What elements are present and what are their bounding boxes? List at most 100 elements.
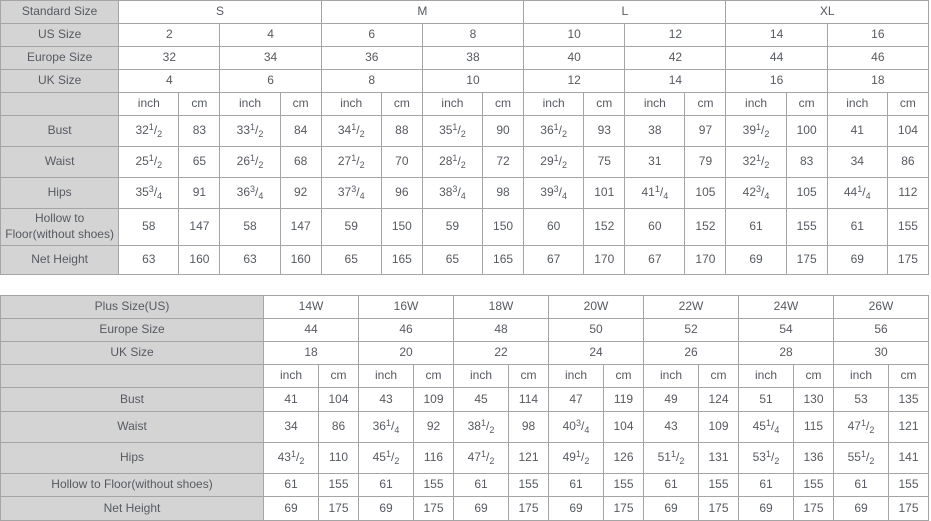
value-cell: 65 bbox=[178, 146, 221, 178]
value-cell: 361/2 bbox=[523, 115, 585, 147]
table-row: UK Size 18 20 22 24 26 28 30 bbox=[0, 341, 929, 365]
table-row: Waist 34 86 361/4 92 381/2 98 403/4 104 43 109 451/… bbox=[0, 411, 929, 443]
size-group-header: M bbox=[320, 0, 525, 24]
value-cell: 441/4 bbox=[826, 177, 888, 209]
value-cell: 90 bbox=[481, 115, 525, 147]
value-cell: 423/4 bbox=[725, 177, 787, 209]
size-group-header: 52 bbox=[643, 318, 739, 342]
value-cell: 531/2 bbox=[738, 442, 794, 474]
unit-header: inch bbox=[523, 92, 585, 116]
size-group-header: 44 bbox=[725, 46, 828, 70]
size-group-header: 32 bbox=[118, 46, 221, 70]
size-group-header: 24 bbox=[548, 341, 644, 365]
row-label bbox=[0, 92, 120, 116]
table-row: Bust 321/2 83 331/2 84 341/2 88 351/2 90 361/2 93 3… bbox=[0, 115, 930, 147]
value-cell: 155 bbox=[886, 208, 930, 246]
size-group-header: 4 bbox=[219, 23, 322, 47]
value-cell: 92 bbox=[279, 177, 322, 209]
value-cell: 175 bbox=[508, 496, 549, 521]
value-cell: 363/4 bbox=[219, 177, 281, 209]
value-cell: 431/2 bbox=[263, 442, 319, 474]
table-row: US Size 2 4 6 8 10 12 14 16 bbox=[0, 23, 930, 47]
value-cell: 86 bbox=[886, 146, 930, 178]
value-cell: 411/4 bbox=[624, 177, 686, 209]
row-label: Net Height bbox=[0, 496, 264, 521]
value-cell: 61 bbox=[263, 473, 319, 497]
row-label: Hollow to Floor(without shoes) bbox=[0, 473, 264, 497]
value-cell: 141 bbox=[888, 442, 929, 474]
value-cell: 69 bbox=[738, 496, 794, 521]
row-label: Waist bbox=[0, 146, 120, 178]
size-group-header: 10 bbox=[523, 23, 626, 47]
value-cell: 124 bbox=[698, 387, 739, 412]
size-group-header: 6 bbox=[219, 69, 322, 93]
value-cell: 112 bbox=[886, 177, 930, 209]
row-label: Hollow to Floor(without shoes) bbox=[0, 208, 120, 246]
unit-header: inch bbox=[219, 92, 281, 116]
value-cell: 150 bbox=[481, 208, 525, 246]
value-cell: 393/4 bbox=[523, 177, 585, 209]
value-cell: 105 bbox=[684, 177, 727, 209]
value-cell: 61 bbox=[548, 473, 604, 497]
size-group-header: 28 bbox=[738, 341, 834, 365]
unit-header: cm bbox=[318, 364, 359, 388]
table-row: Bust 41 104 43 109 45 114 47 119 49 124 51 130 53 135 bbox=[0, 387, 929, 412]
value-cell: 58 bbox=[219, 208, 281, 246]
table-row: Hips 353/4 91 363/4 92 373/4 96 383/4 98 393/4 101… bbox=[0, 177, 930, 209]
value-cell: 61 bbox=[826, 208, 888, 246]
value-cell: 175 bbox=[413, 496, 454, 521]
unit-header: inch bbox=[738, 364, 794, 388]
row-label: Hips bbox=[0, 177, 120, 209]
table-row: inch cm inch cm inch cm inch cm inch cm inch cm inch… bbox=[0, 92, 930, 116]
value-cell: 351/2 bbox=[421, 115, 484, 147]
value-cell: 34 bbox=[826, 146, 888, 178]
size-group-header: 18W bbox=[453, 295, 549, 319]
size-group-header: 54 bbox=[738, 318, 834, 342]
table-row: Plus Size(US) 14W 16W 18W 20W 22W 24W 26W bbox=[0, 295, 929, 319]
value-cell: 155 bbox=[603, 473, 644, 497]
value-cell: 251/2 bbox=[118, 146, 180, 178]
value-cell: 65 bbox=[421, 245, 484, 275]
value-cell: 119 bbox=[603, 387, 644, 412]
size-group-header: 48 bbox=[453, 318, 549, 342]
value-cell: 59 bbox=[421, 208, 484, 246]
unit-header: inch bbox=[624, 92, 686, 116]
value-cell: 109 bbox=[698, 411, 739, 443]
value-cell: 100 bbox=[785, 115, 828, 147]
value-cell: 75 bbox=[583, 146, 626, 178]
size-group-header: 46 bbox=[826, 46, 930, 70]
value-cell: 72 bbox=[481, 146, 525, 178]
value-cell: 61 bbox=[643, 473, 699, 497]
value-cell: 105 bbox=[785, 177, 828, 209]
value-cell: 471/2 bbox=[453, 442, 509, 474]
value-cell: 83 bbox=[178, 115, 221, 147]
size-group-header: L bbox=[523, 0, 727, 24]
value-cell: 271/2 bbox=[320, 146, 382, 178]
value-cell: 471/2 bbox=[833, 411, 889, 443]
row-label bbox=[0, 364, 264, 388]
size-group-header: 26W bbox=[833, 295, 929, 319]
unit-header: cm bbox=[888, 364, 929, 388]
size-group-header: 26 bbox=[643, 341, 739, 365]
value-cell: 104 bbox=[886, 115, 930, 147]
table-row: Hollow to Floor(without shoes) 58 147 58 147… bbox=[0, 208, 930, 246]
value-cell: 69 bbox=[358, 496, 414, 521]
value-cell: 175 bbox=[603, 496, 644, 521]
unit-header: inch bbox=[826, 92, 888, 116]
table-row: Europe Size 44 46 48 50 52 54 56 bbox=[0, 318, 929, 342]
value-cell: 165 bbox=[380, 245, 423, 275]
value-cell: 69 bbox=[643, 496, 699, 521]
value-cell: 116 bbox=[413, 442, 454, 474]
size-group-header: 30 bbox=[833, 341, 929, 365]
value-cell: 69 bbox=[725, 245, 787, 275]
size-group-header: 34 bbox=[219, 46, 322, 70]
value-cell: 65 bbox=[320, 245, 382, 275]
unit-header: cm bbox=[603, 364, 644, 388]
value-cell: 391/2 bbox=[725, 115, 787, 147]
value-cell: 69 bbox=[833, 496, 889, 521]
value-cell: 83 bbox=[785, 146, 828, 178]
value-cell: 451/4 bbox=[738, 411, 794, 443]
size-group-header: 38 bbox=[421, 46, 525, 70]
row-label: Hips bbox=[0, 442, 264, 474]
size-group-header: 4 bbox=[118, 69, 221, 93]
